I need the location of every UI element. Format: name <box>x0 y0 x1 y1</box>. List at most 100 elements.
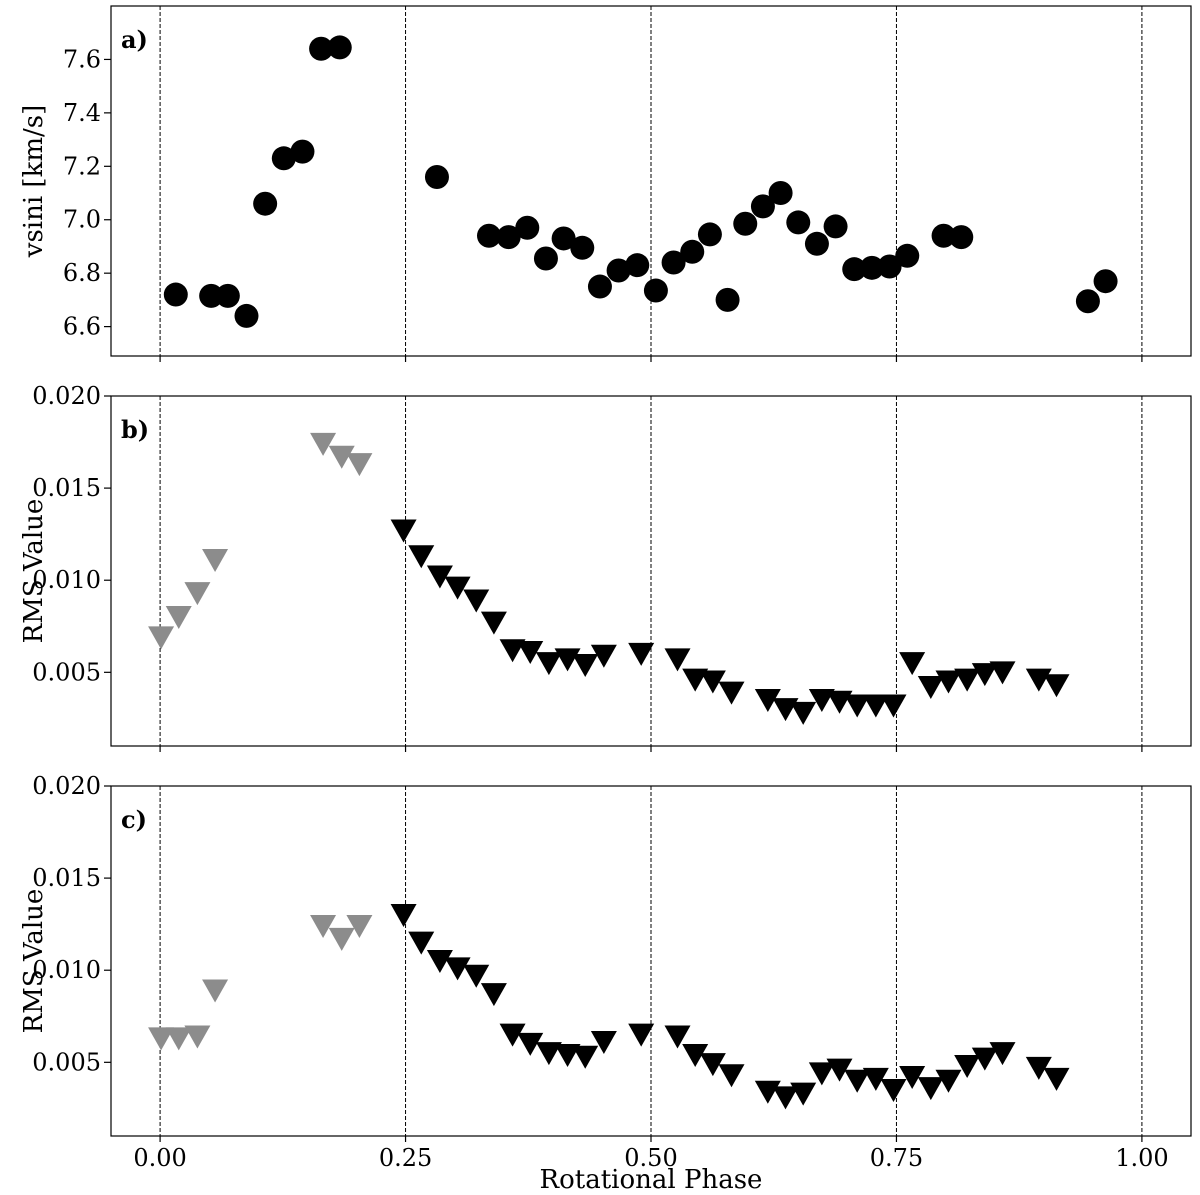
data-point <box>804 231 829 256</box>
panel-3: 0.005 0.010 0.015 0.020 0.00 0.25 0.50 0.75 1.00… <box>19 772 1192 1195</box>
data-point <box>844 1069 871 1093</box>
data-point <box>1043 1067 1070 1091</box>
data-point <box>808 1062 835 1086</box>
data-point <box>535 1042 562 1066</box>
data-point <box>517 641 544 665</box>
data-point <box>1093 269 1118 294</box>
data-point <box>823 214 848 239</box>
data-point <box>444 576 471 600</box>
data-point <box>480 983 507 1007</box>
y-tick-label: 0.005 <box>32 1048 101 1076</box>
data-point <box>895 243 920 268</box>
panel-1: 6.6 6.8 7.0 7.2 7.4 7.6 a) vsini [km/s] <box>19 5 1192 362</box>
data-point <box>899 652 926 676</box>
data-point <box>859 255 884 280</box>
data-point <box>533 246 558 271</box>
data-point <box>664 648 691 672</box>
data-point <box>772 1086 799 1110</box>
data-point <box>163 282 188 307</box>
data-point <box>215 283 240 308</box>
data-point <box>1075 289 1100 314</box>
data-point <box>515 215 540 240</box>
data-point <box>271 146 296 171</box>
data-point <box>590 644 617 668</box>
y-tick-label: 0.015 <box>32 864 101 892</box>
y-tick-label: 0.010 <box>32 566 101 594</box>
data-point <box>572 1045 599 1069</box>
data-point <box>606 258 631 283</box>
data-point <box>931 223 956 248</box>
data-point <box>309 36 334 61</box>
data-point <box>733 211 758 236</box>
figure-panels: 6.66.87.07.27.47.6a)vsini [km/s]0.0050.0… <box>19 5 1192 1195</box>
y-tick-label: 6.6 <box>63 313 101 341</box>
data-point <box>480 611 507 635</box>
data-point <box>715 287 740 312</box>
data-point <box>408 931 435 955</box>
x-tick-label: 0.50 <box>624 1144 677 1172</box>
data-point <box>202 979 229 1003</box>
panel-label: c) <box>121 805 147 834</box>
data-point <box>664 1025 691 1049</box>
data-point <box>786 210 811 235</box>
data-point <box>234 303 259 328</box>
data-point <box>184 1025 211 1049</box>
x-axis-label: Rotational Phase <box>540 1165 763 1195</box>
data-point <box>643 278 668 303</box>
data-point <box>499 639 526 663</box>
data-point <box>842 257 867 282</box>
data-point <box>310 432 337 456</box>
data-point <box>989 1042 1016 1066</box>
data-point <box>253 191 278 216</box>
y-tick-label: 0.020 <box>32 772 101 800</box>
y-tick-label: 0.015 <box>32 474 101 502</box>
data-point <box>572 653 599 677</box>
data-point <box>862 694 889 718</box>
data-point <box>826 1058 853 1082</box>
data-point <box>917 1077 944 1101</box>
data-point <box>202 548 229 572</box>
data-point <box>697 222 722 247</box>
y-tick-label: 6.8 <box>63 259 101 287</box>
data-point <box>949 225 974 250</box>
y-axis-label: RMS Value <box>19 499 49 644</box>
data-point <box>290 139 315 164</box>
data-point <box>346 915 373 938</box>
data-point <box>880 1078 907 1102</box>
data-point <box>165 1027 192 1051</box>
data-point <box>165 606 192 630</box>
data-point <box>877 254 902 279</box>
data-point <box>477 223 501 248</box>
data-point <box>790 1082 817 1106</box>
data-point <box>790 701 817 725</box>
y-axis-label: RMS Value <box>19 889 49 1034</box>
x-tick-label: 0.00 <box>133 1144 186 1172</box>
data-point <box>310 915 337 938</box>
data-point <box>496 225 521 250</box>
y-tick-label: 0.020 <box>32 382 101 410</box>
data-point <box>551 226 576 251</box>
x-tick-label: 0.25 <box>379 1144 432 1172</box>
data-point <box>499 1023 526 1047</box>
data-point <box>199 283 224 308</box>
data-point <box>184 582 211 606</box>
data-point <box>535 652 562 676</box>
data-point <box>327 35 352 60</box>
data-point <box>682 668 709 692</box>
y-tick-label: 7.4 <box>63 99 101 127</box>
x-tick-label: 1.00 <box>1115 1144 1168 1172</box>
data-point <box>808 688 835 712</box>
plot-frame <box>110 785 1192 1137</box>
data-point <box>917 676 944 700</box>
data-point <box>1025 1056 1052 1080</box>
data-point <box>768 181 793 206</box>
data-point <box>587 274 612 299</box>
data-point <box>680 239 705 264</box>
data-point <box>426 950 453 973</box>
data-point <box>346 453 373 477</box>
data-point <box>1043 674 1070 698</box>
data-point <box>971 1047 998 1071</box>
data-point <box>844 694 871 718</box>
data-point <box>328 927 355 951</box>
